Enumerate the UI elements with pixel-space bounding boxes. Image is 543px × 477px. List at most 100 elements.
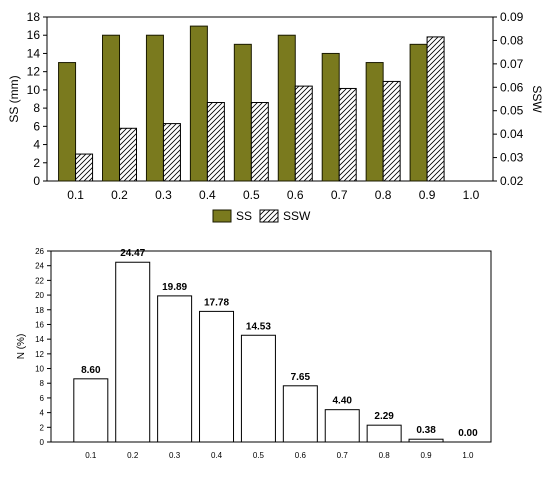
y2-tick-label: 0.07 xyxy=(500,57,524,71)
ssw-bar xyxy=(250,102,269,182)
ss-bar xyxy=(145,34,164,182)
n-bar xyxy=(157,295,193,443)
y-tick-label: 6 xyxy=(33,119,40,133)
ssw-bar xyxy=(75,153,94,182)
legend-label-ssw: SSW xyxy=(283,209,311,223)
data-label: 17.78 xyxy=(204,297,229,308)
x-tick-label: 0.1 xyxy=(67,188,84,202)
x-tick-label: 1.0 xyxy=(462,451,474,460)
n-bar xyxy=(73,378,109,443)
data-label: 7.65 xyxy=(291,372,311,383)
y-tick-label: 0 xyxy=(40,438,45,447)
x-tick-label: 0.9 xyxy=(420,451,432,460)
y-tick-label: 24 xyxy=(35,262,44,271)
x-tick-label: 0.6 xyxy=(295,451,307,460)
x-tick-label: 0.4 xyxy=(211,451,223,460)
y-tick-label: 4 xyxy=(33,138,40,152)
ss-bar xyxy=(102,34,121,182)
ss-bar xyxy=(233,43,252,182)
x-tick-label: 0.5 xyxy=(243,188,260,202)
y-tick-label: 12 xyxy=(35,350,44,359)
n-bar xyxy=(282,385,318,443)
ss-bar xyxy=(321,52,340,182)
y2-tick-label: 0.03 xyxy=(500,151,524,165)
data-label: 0.38 xyxy=(416,425,436,436)
data-label: 2.29 xyxy=(374,411,394,422)
n-bar xyxy=(240,334,276,443)
y-tick-label: 20 xyxy=(35,291,44,300)
data-label: 14.53 xyxy=(246,321,271,332)
y2-tick-label: 0.05 xyxy=(500,104,524,118)
y-tick-label: 12 xyxy=(27,65,41,79)
x-tick-label: 0.6 xyxy=(287,188,304,202)
x-tick-label: 0.3 xyxy=(169,451,181,460)
x-tick-label: 0.7 xyxy=(337,451,349,460)
ss-bar xyxy=(277,34,296,182)
x-tick-label: 0.3 xyxy=(155,188,172,202)
y-tick-label: 8 xyxy=(40,379,45,388)
n-bar xyxy=(324,409,360,443)
y2-tick-label: 0.08 xyxy=(500,33,524,47)
n-bar xyxy=(408,438,444,443)
y-tick-label: 2 xyxy=(33,156,40,170)
x-tick-label: 0.9 xyxy=(419,188,436,202)
y-tick-label: 26 xyxy=(35,247,44,256)
ss-bar xyxy=(58,62,77,182)
ssw-bar xyxy=(426,36,445,182)
y-tick-label: 16 xyxy=(27,28,41,42)
y-tick-label: 14 xyxy=(27,46,41,60)
legend-swatch-ss xyxy=(212,209,232,223)
data-label: 4.40 xyxy=(333,396,353,407)
data-label: 24.47 xyxy=(120,248,145,259)
ss-bar xyxy=(365,62,384,182)
y-tick-label: 14 xyxy=(35,335,44,344)
ss-bar xyxy=(409,43,428,182)
x-tick-label: 0.4 xyxy=(199,188,216,202)
data-label: 19.89 xyxy=(162,282,187,293)
x-tick-label: 0.8 xyxy=(375,188,392,202)
legend-swatch-ssw xyxy=(259,209,279,223)
y-tick-label: 8 xyxy=(33,101,40,115)
ssw-bar xyxy=(294,85,313,182)
y-tick-label: 0 xyxy=(33,174,40,188)
n-bar xyxy=(199,310,235,443)
y-tick-label: 6 xyxy=(40,394,45,403)
n-bar xyxy=(115,261,151,443)
n-bar xyxy=(366,424,402,443)
y-tick-label: 2 xyxy=(40,423,45,432)
x-tick-label: 0.1 xyxy=(85,451,97,460)
x-tick-label: 0.2 xyxy=(111,188,128,202)
data-label: 8.60 xyxy=(81,365,101,376)
x-tick-label: 0.5 xyxy=(253,451,265,460)
data-label: 0.00 xyxy=(458,428,478,439)
y-tick-label: 18 xyxy=(35,306,44,315)
ssw-bar xyxy=(206,102,225,182)
ssw-bar xyxy=(119,127,138,182)
x-tick-label: 0.8 xyxy=(379,451,391,460)
x-tick-label: 0.2 xyxy=(127,451,139,460)
y-axis-label: SS (mm) xyxy=(7,75,21,122)
y-tick-label: 10 xyxy=(35,365,44,374)
y2-tick-label: 0.06 xyxy=(500,80,524,94)
y2-axis-label: SSW xyxy=(530,85,543,113)
y2-tick-label: 0.04 xyxy=(500,127,524,141)
y-tick-label: 16 xyxy=(35,320,44,329)
ssw-bar xyxy=(382,80,401,182)
ss-bar xyxy=(189,25,208,182)
y-tick-label: 18 xyxy=(27,10,41,24)
y2-tick-label: 0.09 xyxy=(500,10,524,24)
y-tick-label: 4 xyxy=(40,409,45,418)
legend-label-ss: SS xyxy=(236,209,252,223)
ssw-bar xyxy=(338,87,357,182)
y-axis-label: N (%) xyxy=(16,334,27,360)
top-bar-chart: 0 2 4 6 8 10 12 14 16 18 0.02 0.03 0.04 0.05 0.06 0.07 0… xyxy=(7,10,543,223)
plot-frame xyxy=(46,16,494,182)
x-tick-label: 0.7 xyxy=(331,188,348,202)
y-tick-label: 10 xyxy=(27,83,41,97)
y-tick-label: 22 xyxy=(35,276,44,285)
x-tick-label: 1.0 xyxy=(463,188,480,202)
y2-tick-label: 0.02 xyxy=(500,174,524,188)
ssw-bar xyxy=(162,123,181,182)
